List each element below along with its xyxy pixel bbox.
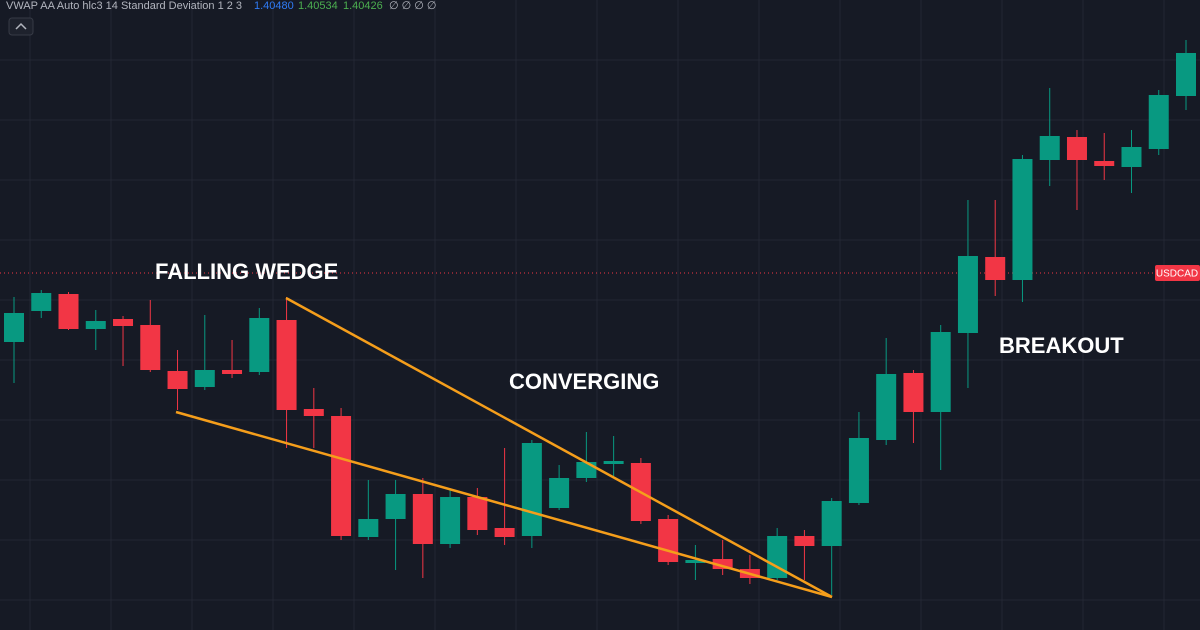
candle-body [58, 294, 79, 329]
candle-body [794, 536, 815, 546]
candle-body [249, 318, 270, 372]
indicator-flags: ∅ ∅ ∅ ∅ [389, 0, 437, 12]
upper-trendline [285, 296, 833, 599]
candle-body [1039, 136, 1060, 160]
candle-body [957, 256, 978, 333]
symbol-tag [1155, 265, 1200, 281]
candle-body [576, 462, 597, 478]
candle-body [412, 494, 433, 544]
candle-body [440, 497, 461, 544]
annotation: BREAKOUT [999, 333, 1124, 358]
candle-body [494, 528, 515, 537]
candle-body [603, 461, 624, 464]
candle-body [167, 371, 188, 389]
candle-body [985, 257, 1006, 280]
candle-body [848, 438, 869, 503]
candle-body [821, 501, 842, 546]
candle-body [113, 319, 134, 326]
candle-body [222, 370, 243, 374]
indicator-value: 1.40480 [254, 0, 294, 12]
candle-body [358, 519, 379, 537]
candle-body [385, 494, 406, 519]
candle-body [140, 325, 161, 370]
candle-body [658, 519, 679, 562]
symbol-label: USDCAD [1156, 269, 1198, 280]
lower-trendline [175, 410, 833, 599]
indicator-name: VWAP AA Auto hlc3 14 Standard Deviation … [6, 0, 242, 12]
candles: USDCAD [0, 40, 1200, 595]
annotation: CONVERGING [509, 369, 659, 394]
candle-body [276, 320, 297, 410]
annotation: FALLING WEDGE [155, 259, 338, 284]
candle-body [4, 313, 24, 342]
candle-body [767, 536, 788, 578]
candle-body [685, 560, 706, 563]
candle-body [903, 373, 924, 412]
candle-body [303, 409, 324, 416]
candle-body [1176, 53, 1196, 96]
candle-body [1148, 95, 1169, 149]
candle-body [467, 497, 488, 530]
candle-body [1066, 137, 1087, 160]
indicator-value: 1.40426 [343, 0, 383, 12]
candle-body [331, 416, 352, 536]
candle-body [521, 443, 542, 536]
candle-body [930, 332, 951, 412]
candle-body [549, 478, 570, 508]
candle-body [31, 293, 52, 311]
candle-body [194, 370, 215, 387]
candle-body [1012, 159, 1033, 280]
collapse-button[interactable] [8, 17, 34, 36]
candle-body [1121, 147, 1142, 167]
candle-body [712, 559, 733, 569]
candle-body [85, 321, 106, 329]
candle-body [876, 374, 897, 440]
indicator-value: 1.40534 [298, 0, 338, 12]
candle-body [1094, 161, 1115, 166]
